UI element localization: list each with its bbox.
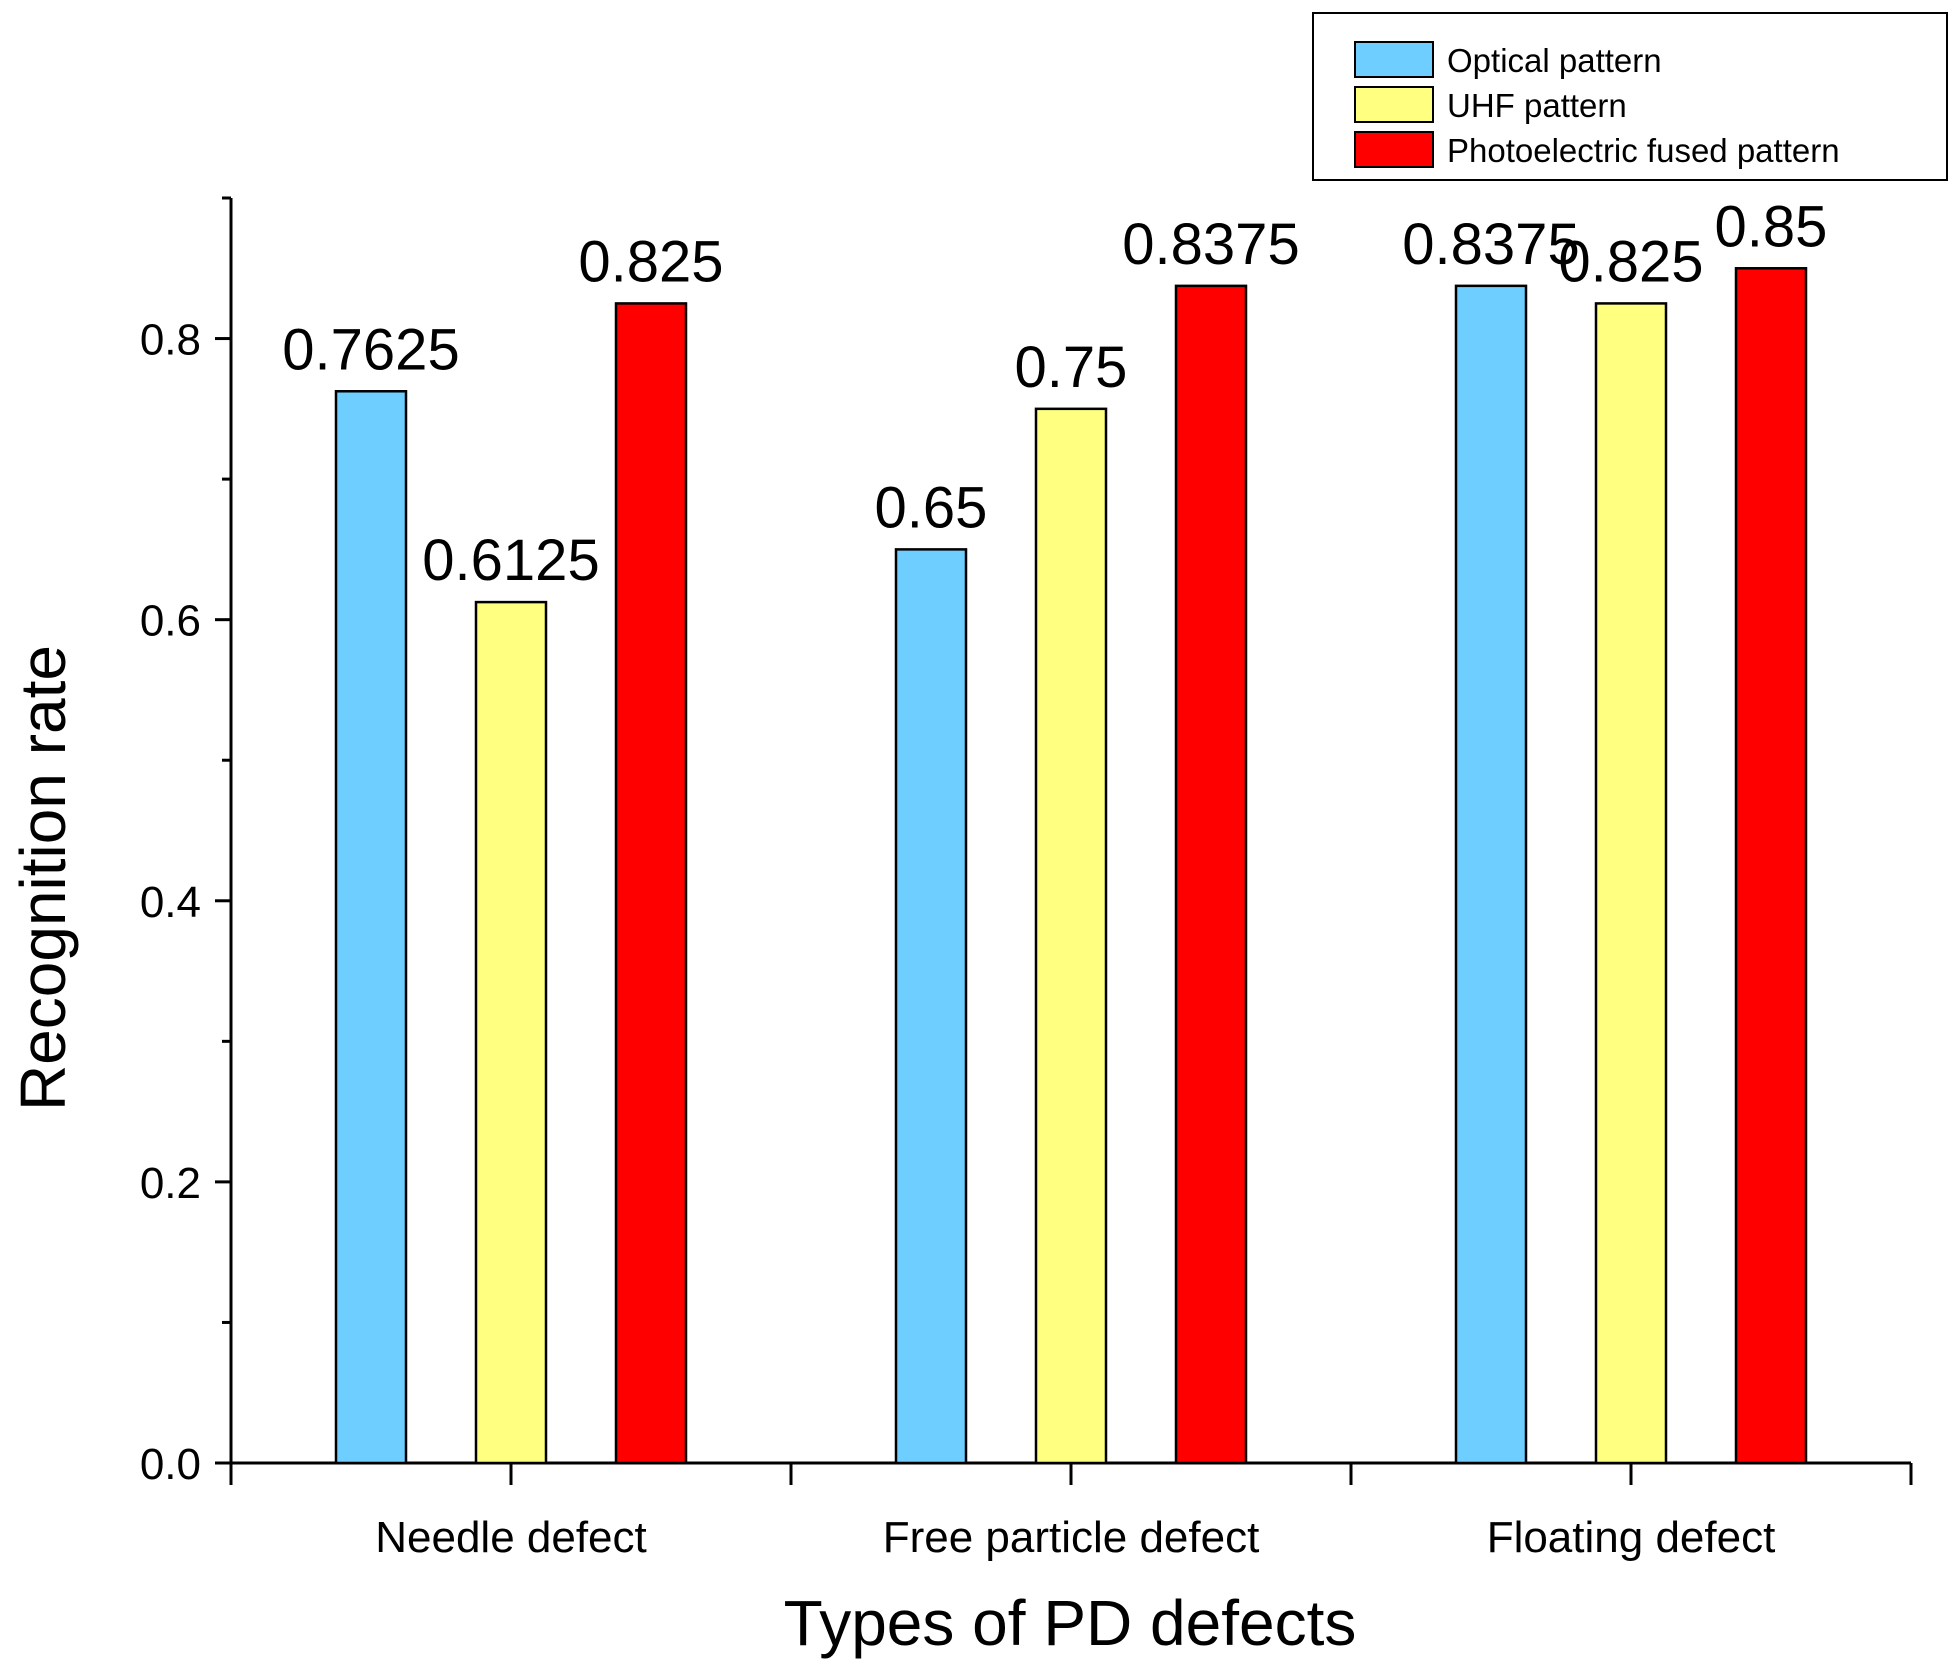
- bar: [1734, 267, 1808, 1465]
- bar: [1454, 284, 1528, 1465]
- data-label: 0.825: [578, 229, 723, 294]
- data-label: 0.8375: [1402, 212, 1579, 277]
- data-label: 0.825: [1558, 229, 1703, 294]
- data-label: 0.85: [1715, 194, 1828, 259]
- bar: [894, 548, 968, 1465]
- y-tick-label: 0.0: [140, 1440, 201, 1489]
- y-tick-label: 0.2: [140, 1159, 201, 1208]
- bar: [474, 600, 548, 1465]
- data-label: 0.75: [1015, 335, 1128, 400]
- bar: [1594, 302, 1668, 1465]
- data-label: 0.8375: [1122, 212, 1299, 277]
- data-label: 0.7625: [282, 317, 459, 382]
- legend: Optical pattern UHF pattern Photoelectric …: [1312, 12, 1948, 181]
- axes: 0.0 0.2 0.4 0.6 0.8 Needle defect Free particl…: [140, 196, 1913, 1562]
- bar: [1034, 407, 1108, 1465]
- data-label: 0.65: [875, 475, 988, 540]
- x-tick-label: Floating defect: [1487, 1513, 1776, 1562]
- y-tick-label: 0.8: [140, 316, 201, 365]
- x-tick-label: Needle defect: [375, 1513, 647, 1562]
- data-label: 0.6125: [422, 528, 599, 593]
- legend-swatch: [1354, 86, 1434, 123]
- bar: [1174, 284, 1248, 1465]
- y-axis-title: Recognition rate: [7, 645, 79, 1111]
- bars: [334, 267, 1808, 1465]
- x-axis-title: Types of PD defects: [784, 1587, 1357, 1659]
- legend-label: UHF pattern: [1447, 87, 1627, 124]
- x-tick-label: Free particle defect: [883, 1513, 1260, 1562]
- legend-label: Optical pattern: [1447, 42, 1662, 79]
- legend-label: Photoelectric fused pattern: [1447, 132, 1840, 169]
- legend-swatch: [1354, 131, 1434, 168]
- y-tick-label: 0.6: [140, 597, 201, 646]
- bar: [334, 390, 408, 1465]
- legend-swatch: [1354, 41, 1434, 78]
- bar: [614, 302, 688, 1465]
- y-tick-label: 0.4: [140, 878, 201, 927]
